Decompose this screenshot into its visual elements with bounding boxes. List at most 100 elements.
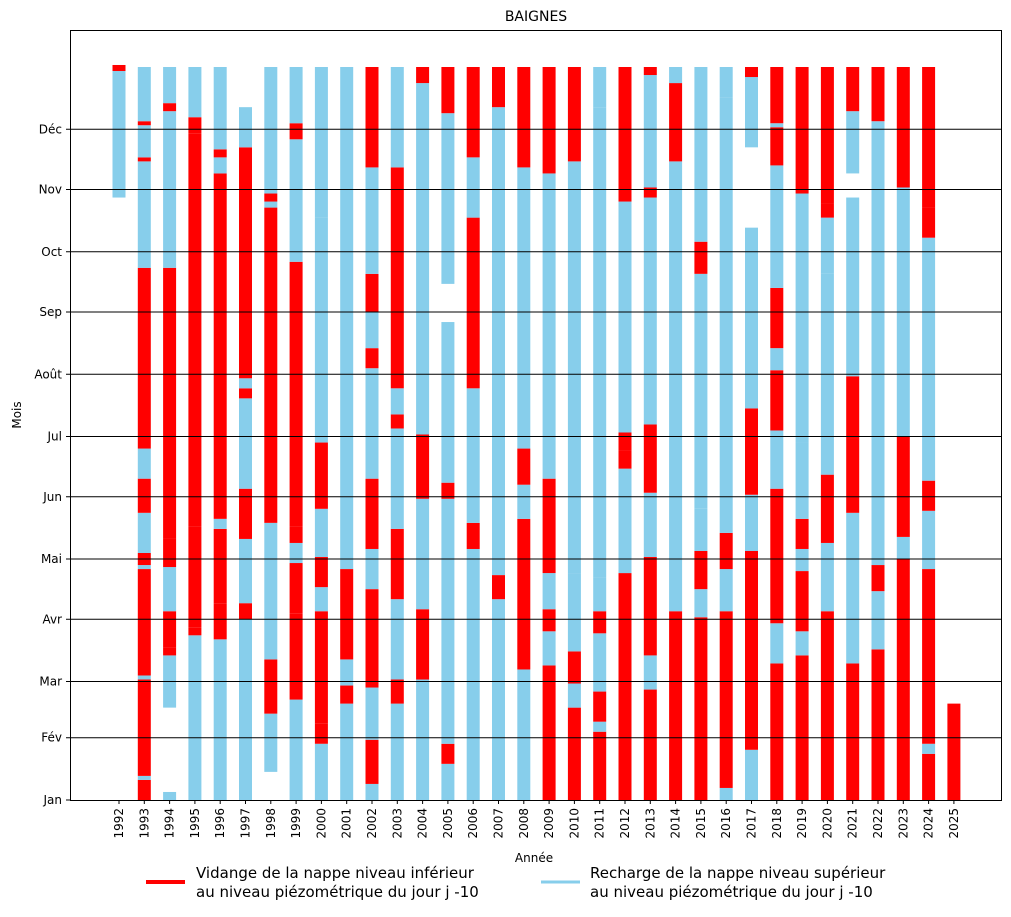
vidange-segment: [795, 518, 809, 549]
vidange-segment: [871, 67, 885, 122]
recharge-segment: [745, 77, 758, 148]
recharge-segment: [643, 75, 657, 188]
vidange-segment: [846, 376, 860, 439]
recharge-segment: [365, 368, 379, 479]
vidange-segment: [188, 526, 202, 628]
vidange-segment: [820, 203, 834, 218]
vidange-segment: [871, 565, 885, 592]
vidange-segment: [441, 482, 455, 499]
recharge-segment: [542, 631, 556, 666]
vidange-segment: [643, 557, 657, 656]
year-bar-2012: [618, 67, 632, 800]
vidange-segment: [567, 651, 581, 684]
recharge-segment: [922, 743, 936, 754]
vidange-segment: [390, 528, 404, 600]
recharge-segment: [669, 161, 683, 612]
x-tick-label: 1993: [137, 808, 151, 839]
vidange-segment: [441, 743, 455, 764]
vidange-segment: [542, 609, 556, 632]
recharge-segment: [618, 468, 632, 574]
vidange-segment: [567, 67, 581, 162]
y-tick-label: Oct: [41, 245, 62, 259]
recharge-segment: [593, 577, 607, 612]
year-bar-2023: [896, 67, 910, 800]
vidange-segment: [112, 64, 126, 72]
recharge-segment: [770, 123, 784, 128]
year-bar-1995: [188, 67, 202, 800]
year-bar-2019: [795, 67, 809, 800]
vidange-segment: [719, 532, 733, 570]
vidange-segment: [896, 559, 910, 800]
x-tick-label: 1994: [163, 808, 177, 839]
recharge-segment: [770, 430, 784, 489]
y-tick-label: Jun: [42, 490, 62, 504]
x-tick-label: 2014: [669, 808, 683, 839]
year-bar-2017: [745, 67, 758, 800]
recharge-segment: [289, 542, 303, 564]
vidange-segment: [163, 647, 177, 656]
vidange-segment: [289, 613, 303, 700]
vidange-segment: [365, 67, 379, 168]
recharge-segment: [416, 679, 430, 800]
recharge-segment: [694, 67, 708, 242]
recharge-segment: [593, 107, 607, 578]
year-bar-2018: [770, 67, 784, 800]
vidange-segment: [846, 663, 860, 800]
y-tick-label: Fév: [41, 731, 62, 745]
vidange-segment: [745, 550, 758, 750]
vidange-segment: [643, 187, 657, 198]
recharge-segment: [593, 633, 607, 692]
y-tick-label: Sep: [39, 305, 62, 319]
vidange-segment: [137, 121, 151, 126]
recharge-segment: [137, 775, 151, 780]
bars: [112, 64, 961, 800]
recharge-segment: [213, 518, 227, 529]
recharge-segment: [719, 67, 733, 98]
x-tick-label: 2001: [340, 808, 354, 839]
vidange-segment: [314, 611, 328, 724]
recharge-segment: [593, 67, 607, 108]
vidange-segment: [416, 434, 430, 499]
vidange-segment: [820, 611, 834, 800]
year-bar-2003: [390, 67, 404, 800]
vidange-segment: [390, 167, 404, 389]
recharge-segment: [719, 97, 733, 533]
vidange-segment: [846, 438, 860, 513]
year-bar-2000: [314, 67, 328, 800]
recharge-segment: [314, 67, 328, 218]
x-tick-label: 2019: [795, 808, 809, 839]
recharge-segment: [694, 589, 708, 618]
vidange-segment: [416, 609, 430, 680]
x-tick-label: 2007: [492, 808, 506, 839]
vidange-segment: [188, 117, 202, 134]
recharge-segment: [416, 498, 430, 610]
vidange-segment: [517, 518, 531, 670]
vidange-segment: [745, 67, 758, 78]
recharge-segment: [643, 197, 657, 425]
vidange-segment: [719, 611, 733, 788]
vidange-segment: [846, 67, 860, 112]
recharge-segment: [314, 743, 328, 800]
vidange-segment: [770, 370, 784, 431]
recharge-segment: [517, 484, 531, 519]
x-tick-label: 2000: [314, 808, 328, 839]
year-bar-2013: [643, 67, 657, 800]
year-bar-2007: [492, 67, 505, 800]
recharge-segment: [719, 569, 733, 612]
vidange-segment: [365, 739, 379, 784]
recharge-segment: [846, 111, 860, 174]
recharge-segment: [795, 442, 809, 519]
vidange-segment: [694, 241, 708, 274]
x-tick-label: 2020: [820, 808, 834, 839]
recharge-segment: [365, 312, 379, 349]
y-axis: Jan Fév Mar Avr Mai Jun Jul Août Sep Oct Nov Déc: [34, 122, 70, 807]
recharge-segment: [137, 125, 151, 158]
recharge-segment: [466, 548, 480, 800]
recharge-segment: [643, 492, 657, 557]
recharge-segment: [340, 67, 354, 570]
vidange-segment: [593, 691, 607, 722]
x-tick-label: 1999: [289, 808, 303, 839]
recharge-segment: [593, 721, 607, 732]
vidange-segment: [922, 480, 936, 511]
recharge-segment: [820, 217, 834, 274]
